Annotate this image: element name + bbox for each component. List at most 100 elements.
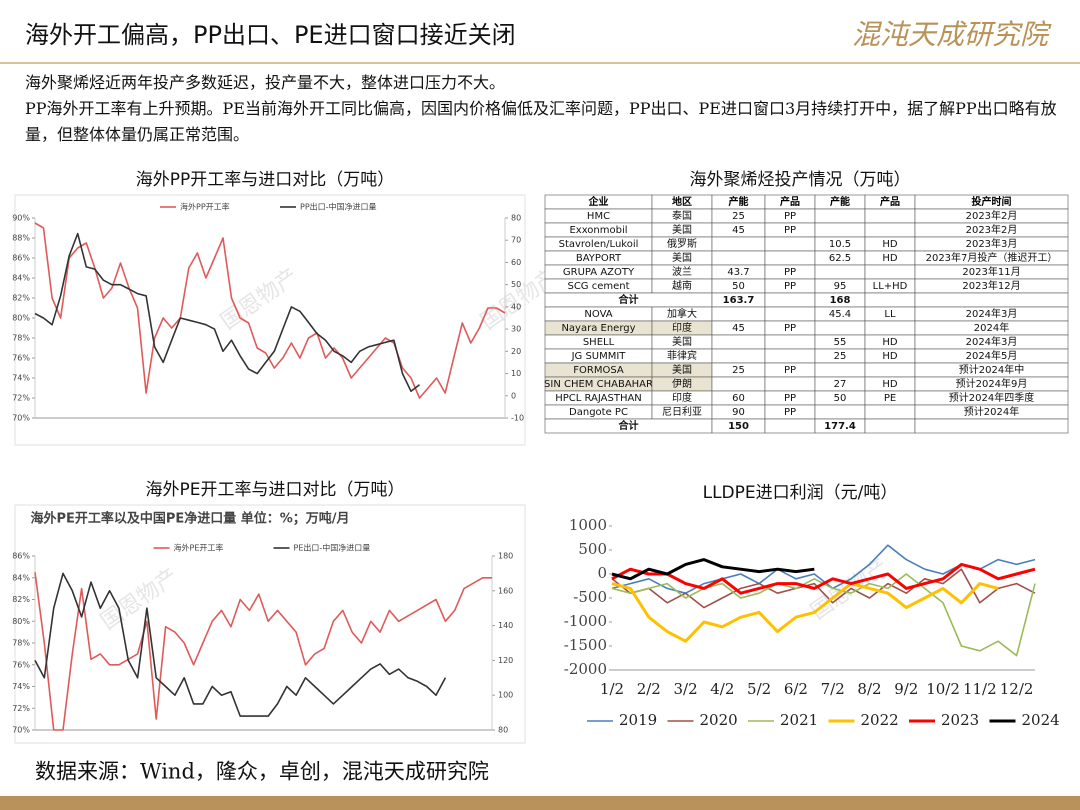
y2-tick-label: 20 (511, 347, 521, 356)
chart-title: LLDPE进口利润（元/吨） (703, 483, 898, 503)
cell-text: 50 (834, 393, 847, 404)
y-tick-label: 88% (12, 234, 30, 243)
table-title: 海外聚烯烃投产情况（万吨） (690, 170, 911, 190)
x-tick-label: 5/2 (747, 680, 771, 698)
cell-text: 45 (732, 323, 745, 334)
cell-text: 62.5 (829, 253, 851, 264)
table-cell (711, 376, 766, 392)
cell-text: 2024年3月 (966, 307, 1018, 320)
watermark: 国恩物产 (96, 564, 182, 635)
table-cell (864, 320, 916, 336)
cell-text: PP (784, 225, 796, 236)
cell-text: HD (882, 253, 898, 264)
column-header: 产能 (729, 195, 749, 208)
cell-text: 泰国 (672, 209, 692, 222)
table-cell (864, 362, 916, 378)
cell-text: 27 (834, 379, 847, 390)
column-header: 地区 (672, 195, 692, 208)
x-tick-label: 7/2 (821, 680, 845, 698)
legend-label: PE出口-中国净进口量 (294, 543, 371, 553)
y-tick-label: -1000 (564, 612, 607, 630)
series-line (611, 562, 1036, 595)
cell-text: 25 (732, 365, 745, 376)
table-cell (814, 222, 866, 238)
table-cell (764, 306, 816, 322)
x-tick-label: 6/2 (784, 680, 808, 698)
cell-text: FORMOSA (573, 365, 624, 376)
cell-text: JG SUMMIT (571, 351, 627, 362)
table-cell (711, 250, 766, 266)
legend-label: 海外PP开工率 (180, 202, 230, 212)
table-cell (914, 418, 1069, 434)
summary-line: 海外聚烯烃近两年投产多数延迟，投产量不大，整体进口压力不大。 (25, 73, 506, 92)
y2-tick-label: 140 (498, 621, 513, 630)
column-header: 产能 (830, 195, 850, 208)
cell-text: 2023年7月投产（推迟开工） (926, 251, 1058, 264)
series-line (34, 232, 420, 393)
cell-text: SHELL (583, 337, 615, 348)
cell-text: Stavrolen/Lukoil (559, 239, 639, 250)
table-cell (764, 334, 816, 350)
cell-text: 2023年2月 (966, 223, 1018, 236)
cell-text: LL (884, 309, 896, 320)
cell-text: 55 (834, 337, 847, 348)
cell-text: 合计 (618, 293, 639, 306)
y2-tick-label: 70 (511, 236, 521, 245)
cell-text: HD (882, 379, 898, 390)
x-tick-label: 10/2 (926, 680, 960, 698)
x-tick-label: 2/2 (637, 680, 661, 698)
slide-title: 海外开工偏高，PP出口、PE进口窗口接近关闭 (25, 21, 516, 49)
cell-text: HPCL RAJASTHAN (555, 393, 642, 404)
cell-text: 150 (728, 421, 749, 432)
x-tick-label: 8/2 (857, 680, 881, 698)
y-tick-label: 84% (12, 274, 30, 283)
x-tick-label: 9/2 (894, 680, 918, 698)
cell-text: 2024年3月 (966, 335, 1018, 348)
cell-text: 50 (732, 281, 745, 292)
cell-text: 伊朗 (672, 378, 692, 390)
y-tick-label: 80% (12, 617, 30, 626)
cell-text: PP (784, 393, 796, 404)
column-header: 企业 (588, 195, 609, 208)
y-tick-label: 86% (12, 552, 30, 561)
x-tick-label: 12/2 (1000, 680, 1034, 698)
y-tick-label: 76% (12, 354, 30, 363)
y-tick-label: 70% (12, 726, 30, 735)
cell-text: 60 (732, 393, 745, 404)
legend-label: 2020 (700, 711, 738, 729)
y-tick-label: 74% (12, 682, 30, 691)
cell-text: Exxonmobil (569, 225, 627, 236)
table-cell (864, 208, 916, 224)
y-tick-label: 500 (578, 540, 607, 558)
y2-tick-label: 100 (498, 691, 513, 700)
y2-tick-label: 60 (511, 258, 521, 267)
column-header: 投产时间 (972, 195, 1012, 208)
cell-text: PP (784, 267, 796, 278)
table-cell (814, 264, 866, 280)
cell-text: SCG cement (567, 281, 629, 292)
y-tick-label: 78% (12, 334, 30, 343)
table-cell (711, 306, 766, 322)
y-tick-label: -1500 (564, 636, 607, 654)
y2-tick-label: 120 (498, 656, 513, 665)
x-tick-label: 3/2 (673, 680, 697, 698)
cell-text: PE (884, 393, 896, 404)
table-cell (864, 264, 916, 280)
y2-tick-label: 80 (511, 214, 521, 223)
watermark: 国恩物产 (216, 264, 302, 335)
cell-text: 印度 (672, 321, 692, 334)
cell-text: 预计2024年中 (959, 363, 1024, 376)
cell-text: 25 (834, 351, 847, 362)
cell-text: 45 (732, 225, 745, 236)
y2-tick-label: 180 (498, 552, 513, 561)
cell-text: PP (784, 211, 796, 222)
y-tick-label: 74% (12, 374, 30, 383)
source-note: 数据来源：Wind，隆众，卓创，混沌天成研究院 (35, 760, 489, 784)
cell-text: 俄罗斯 (667, 237, 697, 250)
cell-text: 预计2024年9月 (956, 377, 1028, 390)
cell-text: 加拿大 (667, 307, 697, 320)
cell-text: HMC (587, 211, 610, 222)
cell-text: GRUPA AZOTY (563, 267, 635, 278)
legend-label: 海外PE开工率 (174, 543, 224, 553)
series-line (34, 572, 492, 731)
